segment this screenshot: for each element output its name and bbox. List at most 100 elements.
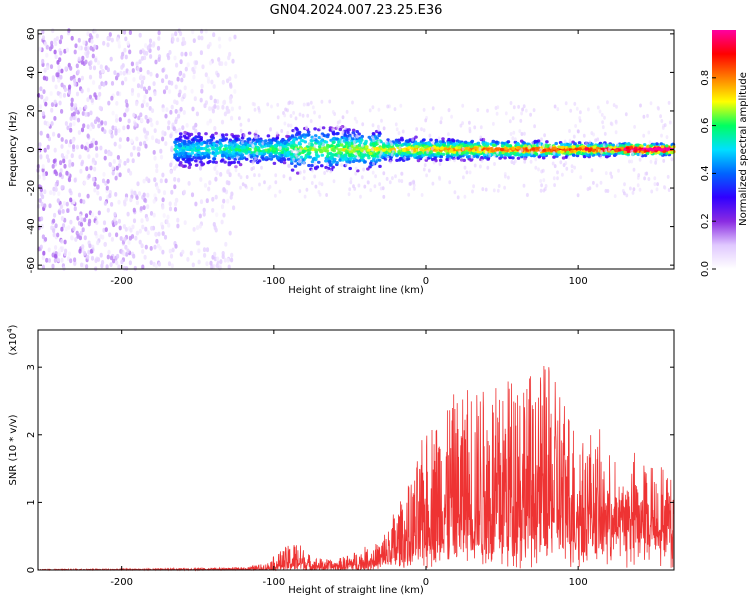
spectrogram-noise-cell bbox=[116, 72, 120, 78]
spectrogram-noise-cell bbox=[172, 126, 176, 132]
spectrogram-noise-cell bbox=[223, 111, 227, 117]
spectrogram-halo-cell bbox=[363, 184, 367, 189]
spectrogram-signal-cell bbox=[476, 141, 481, 145]
spectrogram-x-label: Height of straight line (km) bbox=[288, 285, 424, 296]
spectrogram-signal-cell bbox=[322, 147, 326, 151]
spectrogram-noise-cell bbox=[50, 107, 54, 113]
spectrogram-noise-cell bbox=[161, 107, 165, 113]
spectrogram-noise-cell bbox=[85, 264, 89, 269]
spectrogram-noise-cell bbox=[106, 67, 110, 73]
spectrogram-noise-cell bbox=[123, 112, 127, 118]
spectrogram-signal-cell bbox=[469, 158, 473, 162]
spectrogram-signal-cell bbox=[421, 138, 426, 142]
spectrogram-halo-cell bbox=[294, 152, 298, 157]
spectrogram-noise-cell bbox=[60, 109, 64, 114]
spectrogram-signal-cell bbox=[177, 143, 182, 147]
spectrogram-halo-cell bbox=[299, 158, 303, 163]
spectrogram-noise-cell bbox=[169, 253, 174, 259]
spectrogram-halo-cell bbox=[520, 111, 523, 116]
spectrogram-halo-cell bbox=[438, 162, 442, 166]
spectrogram-signal-cell bbox=[256, 148, 261, 152]
spectrogram-noise-cell bbox=[161, 231, 165, 236]
spectrogram-signal-cell bbox=[227, 149, 232, 153]
spectrogram-noise-cell bbox=[173, 201, 178, 207]
spectrogram-signal-cell bbox=[282, 161, 287, 165]
spectrogram-noise-cell bbox=[96, 190, 100, 196]
spectrogram-signal-cell bbox=[286, 153, 291, 158]
x-tick-label: -100 bbox=[262, 577, 285, 588]
spectrogram-signal-cell bbox=[364, 139, 368, 143]
spectrogram-halo-cell bbox=[384, 140, 388, 145]
spectrogram-noise-cell bbox=[127, 70, 131, 75]
spectrogram-noise-cell bbox=[87, 221, 91, 227]
spectrogram-halo-cell bbox=[592, 180, 595, 185]
spectrogram-halo-cell bbox=[561, 172, 564, 177]
spectrogram-noise-cell bbox=[67, 177, 72, 183]
spectrogram-halo-cell bbox=[556, 176, 559, 181]
spectrogram-noise-cell bbox=[56, 60, 60, 65]
spectrogram-signal-cell bbox=[178, 132, 183, 136]
spectrogram-halo-cell bbox=[411, 180, 414, 185]
spectrogram-noise-cell bbox=[161, 130, 165, 136]
spectrogram-noise-cell bbox=[165, 219, 169, 225]
spectrogram-halo-cell bbox=[258, 182, 261, 187]
spectrogram-halo-cell bbox=[543, 133, 546, 138]
spectrogram-noise-cell bbox=[103, 120, 108, 126]
spectrogram-noise-cell bbox=[41, 194, 45, 200]
spectrogram-noise-cell bbox=[59, 50, 63, 56]
spectrogram-noise-cell bbox=[149, 54, 153, 59]
spectrogram-signal-cell bbox=[519, 152, 523, 156]
spectrogram-signal-cell bbox=[531, 147, 536, 151]
spectrogram-halo-cell bbox=[371, 135, 375, 140]
spectrogram-signal-cell bbox=[289, 152, 294, 156]
spectrogram-signal-cell bbox=[211, 147, 215, 151]
spectrogram-noise-cell bbox=[60, 216, 64, 221]
spectrogram-signal-cell bbox=[482, 143, 486, 147]
spectrogram-noise-cell bbox=[56, 198, 60, 204]
spectrogram-noise-cell bbox=[143, 94, 147, 100]
spectrogram-noise-cell bbox=[118, 144, 122, 150]
spectrogram-signal-cell bbox=[483, 156, 488, 160]
spectrogram-signal-cell bbox=[331, 137, 336, 141]
spectrogram-noise-cell bbox=[137, 191, 142, 196]
spectrogram-noise-cell bbox=[53, 49, 57, 55]
spectrogram-noise-cell bbox=[135, 230, 139, 236]
spectrogram-signal-cell bbox=[220, 158, 225, 162]
spectrogram-noise-cell bbox=[205, 247, 210, 253]
spectrogram-halo-cell bbox=[372, 161, 375, 166]
spectrogram-signal-cell bbox=[290, 144, 294, 148]
spectrogram-signal-cell bbox=[359, 138, 364, 142]
spectrogram-halo-cell bbox=[606, 189, 610, 193]
spectrogram-halo-cell bbox=[289, 123, 293, 128]
spectrogram-halo-cell bbox=[604, 171, 608, 176]
spectrogram-signal-cell bbox=[271, 138, 275, 142]
spectrogram-noise-cell bbox=[227, 109, 231, 114]
spectrogram-noise-cell bbox=[93, 28, 97, 34]
spectrogram-noise-cell bbox=[126, 124, 130, 130]
spectrogram-halo-cell bbox=[318, 114, 321, 119]
spectrogram-noise-cell bbox=[129, 227, 133, 233]
spectrogram-halo-cell bbox=[329, 169, 333, 174]
spectrogram-noise-cell bbox=[225, 105, 229, 111]
spectrogram-noise-cell bbox=[97, 210, 101, 216]
spectrogram-noise-cell bbox=[210, 264, 214, 270]
spectrogram-signal-cell bbox=[375, 146, 380, 150]
spectrogram-signal-cell bbox=[293, 164, 298, 168]
spectrogram-noise-cell bbox=[149, 71, 153, 77]
spectrogram-noise-cell bbox=[53, 99, 57, 105]
spectrogram-noise-cell bbox=[138, 59, 142, 65]
spectrogram-noise-cell bbox=[43, 67, 47, 73]
spectrogram-noise-cell bbox=[54, 223, 58, 229]
spectrogram-noise-cell bbox=[107, 249, 111, 255]
spectrogram-signal-cell bbox=[534, 152, 538, 156]
spectrogram-noise-cell bbox=[126, 158, 130, 164]
spectrogram-halo-cell bbox=[247, 154, 251, 158]
spectrogram-noise-cell bbox=[150, 108, 155, 113]
spectrogram-halo-cell bbox=[293, 129, 297, 134]
spectrogram-noise-cell bbox=[115, 232, 119, 238]
spectrogram-halo-cell bbox=[529, 159, 533, 164]
spectrogram-noise-cell bbox=[106, 254, 110, 260]
spectrogram-noise-cell bbox=[86, 193, 90, 199]
spectrogram-signal-cell bbox=[303, 156, 308, 160]
spectrogram-noise-cell bbox=[153, 155, 157, 161]
